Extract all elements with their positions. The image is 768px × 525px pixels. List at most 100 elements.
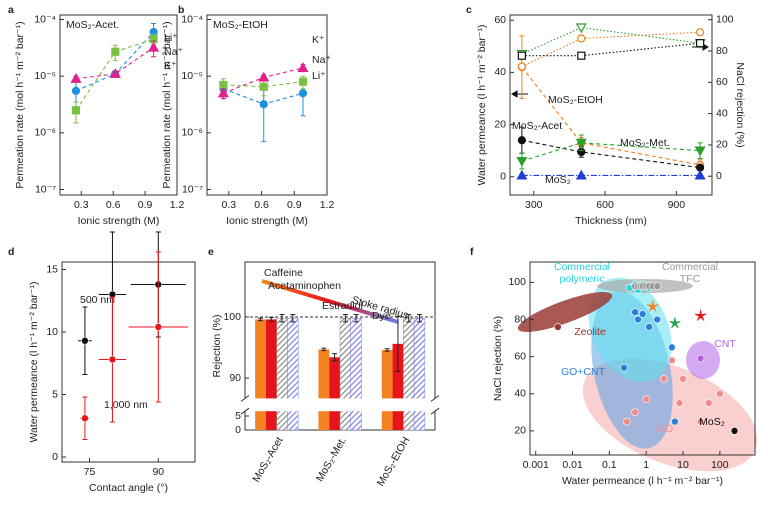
region-label: Commercial polymeric <box>553 261 610 285</box>
region-label-text: Zeolite <box>574 326 606 338</box>
y-tick-label: 5 <box>235 410 241 422</box>
series-label: MoS₂-Met. <box>620 137 670 149</box>
panel-title: MoS₂-EtOH <box>213 19 268 31</box>
plot-frame <box>59 14 178 196</box>
series-line <box>521 31 701 68</box>
y-tick-label: 10 <box>46 326 58 338</box>
marker <box>517 62 526 71</box>
marker <box>623 417 631 426</box>
y-tick-label: 10⁻⁴ <box>34 13 56 25</box>
marker <box>631 308 639 316</box>
marker <box>679 375 687 383</box>
marker <box>646 300 659 312</box>
region-label-text: MoS₂ <box>699 416 725 428</box>
x-tick-label: 600 <box>596 199 614 211</box>
y-axis-label: Rejection (%) <box>211 314 223 377</box>
marker <box>577 51 586 60</box>
bar <box>350 317 362 431</box>
region-label: MoS₂ <box>699 416 725 428</box>
marker <box>259 82 268 91</box>
y-tick-label: 20 <box>494 118 506 130</box>
x-axis-label: Contact angle (°) <box>89 482 168 494</box>
plot-frame <box>61 261 196 463</box>
bar <box>318 349 330 430</box>
bar <box>381 349 393 430</box>
marker <box>575 138 587 149</box>
marker <box>694 309 707 321</box>
bar <box>339 317 352 431</box>
series-label: Estradiol <box>322 300 363 312</box>
panel-letter: c <box>466 4 472 16</box>
x-tick-label: MoS₂-EtOH <box>375 435 413 488</box>
arrowhead <box>511 90 518 98</box>
bar <box>329 357 340 430</box>
polymeric-region <box>588 277 672 383</box>
x-tick-label: MoS₂-Met. <box>314 435 349 484</box>
marker <box>148 41 160 52</box>
x-tick-label: 0.01 <box>562 459 583 471</box>
series-label: MoS₂-EtOH <box>548 94 603 106</box>
series-line <box>223 81 304 88</box>
break-mark <box>430 394 440 402</box>
marker <box>217 87 229 98</box>
plot-frame <box>206 14 328 196</box>
x-tick-label: 0.1 <box>602 459 617 471</box>
region-label: Commercial TFC <box>662 261 718 285</box>
y-tick-label: 10⁻⁷ <box>182 183 203 195</box>
panel-letter: b <box>178 4 184 16</box>
y-tick-label: 60 <box>514 350 526 362</box>
y2-tick-label: 80 <box>716 45 728 57</box>
marker <box>668 356 676 365</box>
series-label: 500 nm <box>80 294 115 306</box>
break-mark <box>240 407 250 415</box>
marker <box>516 169 528 180</box>
marker <box>71 86 81 95</box>
series-label: Caffeine <box>264 267 303 279</box>
y2-tick-label: 60 <box>716 76 728 88</box>
series-label: K⁺ <box>312 34 325 46</box>
region-label-text: GO+CNT <box>560 366 606 378</box>
marker <box>575 169 587 180</box>
marker <box>696 39 705 48</box>
y-tick-label: 100 <box>223 311 241 323</box>
x-tick-label: 0.3 <box>74 199 89 211</box>
marker <box>659 375 668 383</box>
marker <box>71 106 81 115</box>
marker <box>716 389 724 398</box>
axis-break <box>242 398 438 412</box>
x-tick-label: 0.6 <box>254 199 269 211</box>
series-line <box>521 42 701 57</box>
y2-tick-label: 40 <box>716 107 728 119</box>
y2-tick-label: 0 <box>716 170 722 182</box>
marker <box>671 417 679 426</box>
y-tick-label: 0 <box>235 424 241 436</box>
y-tick-label: 100 <box>508 276 526 288</box>
marker <box>653 315 662 324</box>
marker <box>298 77 308 86</box>
region-label-text: Commercial polymeric <box>553 261 610 285</box>
y2-axis-label: NaCl rejection (%) <box>734 62 746 147</box>
x-tick-label: MoS₂-Acet <box>250 435 286 485</box>
x-axis-label: Ionic strength (M) <box>78 215 160 227</box>
y-axis-label: NaCl rejection (%) <box>492 316 504 401</box>
y-tick-label: 10⁻⁶ <box>34 127 56 139</box>
x-tick-label: 0.9 <box>138 199 153 211</box>
panel-letter: e <box>208 246 214 258</box>
marker <box>642 395 650 404</box>
marker <box>219 80 228 90</box>
marker <box>154 323 163 331</box>
y-axis-label: Permeation rate (mol h⁻¹ m⁻² bar⁻¹) <box>14 21 26 188</box>
y-axis-label: Water permeance (l h⁻¹ m⁻² bar⁻¹) <box>476 25 488 186</box>
marker <box>259 100 268 109</box>
axis-arrows <box>511 43 709 98</box>
y-tick-label: 10⁻⁵ <box>181 70 203 82</box>
marker <box>108 355 117 364</box>
series-label: Li⁺ <box>164 32 178 44</box>
marker <box>516 156 528 167</box>
y-tick-label: 60 <box>494 14 506 26</box>
series-label: K⁺ <box>164 60 177 72</box>
bar <box>287 317 299 431</box>
y-tick-label: 10⁻⁴ <box>181 13 203 25</box>
y-tick-label: 10⁻⁷ <box>35 183 56 195</box>
